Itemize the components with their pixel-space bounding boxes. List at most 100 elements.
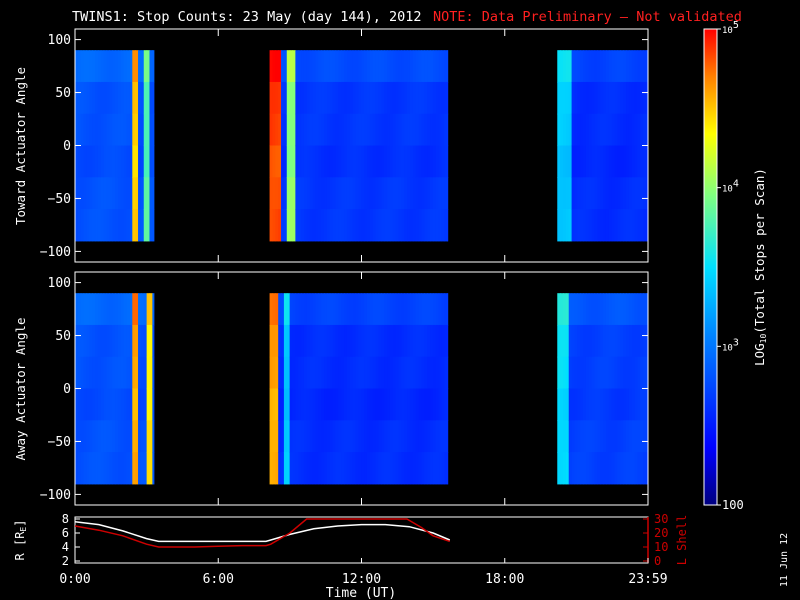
heatmap-cell bbox=[611, 113, 616, 147]
heatmap-cell bbox=[389, 209, 394, 242]
heatmap-cell bbox=[366, 452, 371, 485]
heatmap-cell bbox=[341, 145, 345, 178]
heatmap-cell bbox=[86, 209, 90, 242]
heatmap-cell bbox=[369, 145, 374, 178]
heatmap-cell bbox=[332, 145, 337, 178]
heatmap-cell bbox=[643, 293, 647, 326]
heatmap-cell bbox=[312, 113, 317, 147]
heatmap-cell bbox=[401, 324, 405, 358]
heatmap-cell bbox=[441, 145, 445, 178]
heatmap-cell bbox=[289, 177, 294, 210]
heatmap-cell bbox=[346, 356, 351, 390]
heatmap-cell bbox=[563, 388, 567, 421]
heatmap-cell bbox=[643, 356, 647, 390]
heatmap-cell bbox=[83, 452, 88, 485]
heatmap-cell bbox=[112, 209, 116, 242]
heatmap-cell bbox=[364, 452, 368, 485]
heatmap-cell bbox=[611, 324, 616, 358]
heatmap-cell bbox=[438, 145, 443, 178]
heatmap-cell bbox=[404, 452, 408, 485]
heatmap-cell bbox=[306, 356, 311, 390]
heatmap-cell bbox=[126, 293, 131, 326]
heatmap-cell bbox=[637, 50, 641, 83]
heatmap-cell bbox=[126, 324, 131, 358]
heatmap-cell bbox=[381, 388, 385, 421]
heatmap-cell bbox=[392, 420, 397, 453]
heatmap-cell bbox=[126, 177, 131, 210]
heatmap-cell bbox=[571, 388, 576, 421]
heatmap-cell bbox=[563, 81, 567, 115]
heatmap-cell bbox=[435, 113, 440, 147]
heatmap-cell bbox=[594, 420, 598, 453]
heatmap-cell bbox=[80, 145, 85, 178]
heatmap-cell bbox=[617, 452, 621, 485]
heatmap-cell bbox=[95, 324, 99, 358]
heatmap-cell bbox=[352, 209, 357, 242]
heatmap-cell bbox=[324, 293, 328, 326]
heatmap-cell bbox=[364, 209, 368, 242]
radius-line bbox=[74, 521, 451, 543]
heatmap-cell bbox=[435, 50, 440, 83]
heatmap-cell bbox=[375, 81, 380, 115]
heatmap-cell bbox=[321, 420, 325, 453]
heatmap-cell bbox=[109, 452, 113, 485]
heatmap-cell bbox=[138, 113, 142, 147]
heatmap-cell bbox=[404, 209, 408, 242]
heatmap-cell bbox=[138, 420, 142, 453]
heatmap-cell bbox=[571, 356, 576, 390]
heatmap-cell bbox=[626, 113, 630, 147]
heatmap-cell bbox=[381, 177, 385, 210]
heatmap-cell bbox=[341, 113, 345, 147]
heatmap-cell bbox=[318, 420, 322, 453]
heatmap-cell bbox=[557, 50, 561, 83]
heatmap-cell bbox=[123, 81, 128, 115]
heatmap-cell bbox=[298, 293, 302, 326]
heatmap-cell bbox=[605, 145, 610, 178]
heatmap-cell bbox=[583, 324, 587, 358]
heatmap-cell bbox=[381, 209, 385, 242]
heatmap-cell bbox=[620, 293, 624, 326]
heatmap-cell bbox=[421, 324, 425, 358]
heatmap-cell bbox=[392, 81, 397, 115]
heatmap-cell bbox=[289, 420, 294, 453]
lshell-tick-label: 10 bbox=[654, 540, 668, 554]
y-tick-label: −50 bbox=[48, 435, 71, 450]
heatmap-cell bbox=[80, 113, 85, 147]
heatmap-cell bbox=[574, 50, 578, 83]
heatmap-cell bbox=[421, 293, 425, 326]
heatmap-cell bbox=[409, 324, 414, 358]
heatmap-cell bbox=[608, 452, 613, 485]
heatmap-cell bbox=[600, 293, 604, 326]
heatmap-cell bbox=[588, 293, 593, 326]
heatmap-cell bbox=[329, 81, 334, 115]
heatmap-cell bbox=[568, 388, 573, 421]
heatmap-cell bbox=[421, 209, 425, 242]
heatmap-cell bbox=[366, 209, 371, 242]
heatmap-cell bbox=[286, 452, 291, 485]
heatmap-cell bbox=[631, 293, 636, 326]
heatmap-cell bbox=[628, 177, 633, 210]
heatmap-cell bbox=[418, 452, 423, 485]
heatmap-cell bbox=[381, 420, 385, 453]
heatmap-cell bbox=[352, 356, 357, 390]
heatmap-cell bbox=[364, 324, 368, 358]
heatmap-cell bbox=[281, 356, 285, 390]
heatmap-cell bbox=[389, 293, 394, 326]
heatmap-cell bbox=[138, 324, 142, 358]
heatmap-cell bbox=[623, 324, 627, 358]
heatmap-cell bbox=[580, 420, 584, 453]
heatmap-cell bbox=[80, 420, 85, 453]
heatmap-cell bbox=[375, 324, 380, 358]
heatmap-cell bbox=[415, 356, 420, 390]
heatmap-cell bbox=[135, 388, 139, 421]
heatmap-cell bbox=[295, 145, 299, 178]
heatmap-cell bbox=[591, 177, 596, 210]
heatmap-cell bbox=[326, 113, 331, 147]
heatmap-cell bbox=[117, 50, 122, 83]
heatmap-cell bbox=[344, 388, 348, 421]
heatmap-cell bbox=[332, 177, 337, 210]
heatmap-cell bbox=[444, 293, 448, 326]
heatmap-cell bbox=[369, 420, 374, 453]
heatmap-cell bbox=[603, 177, 607, 210]
heatmap-cell bbox=[349, 81, 354, 115]
